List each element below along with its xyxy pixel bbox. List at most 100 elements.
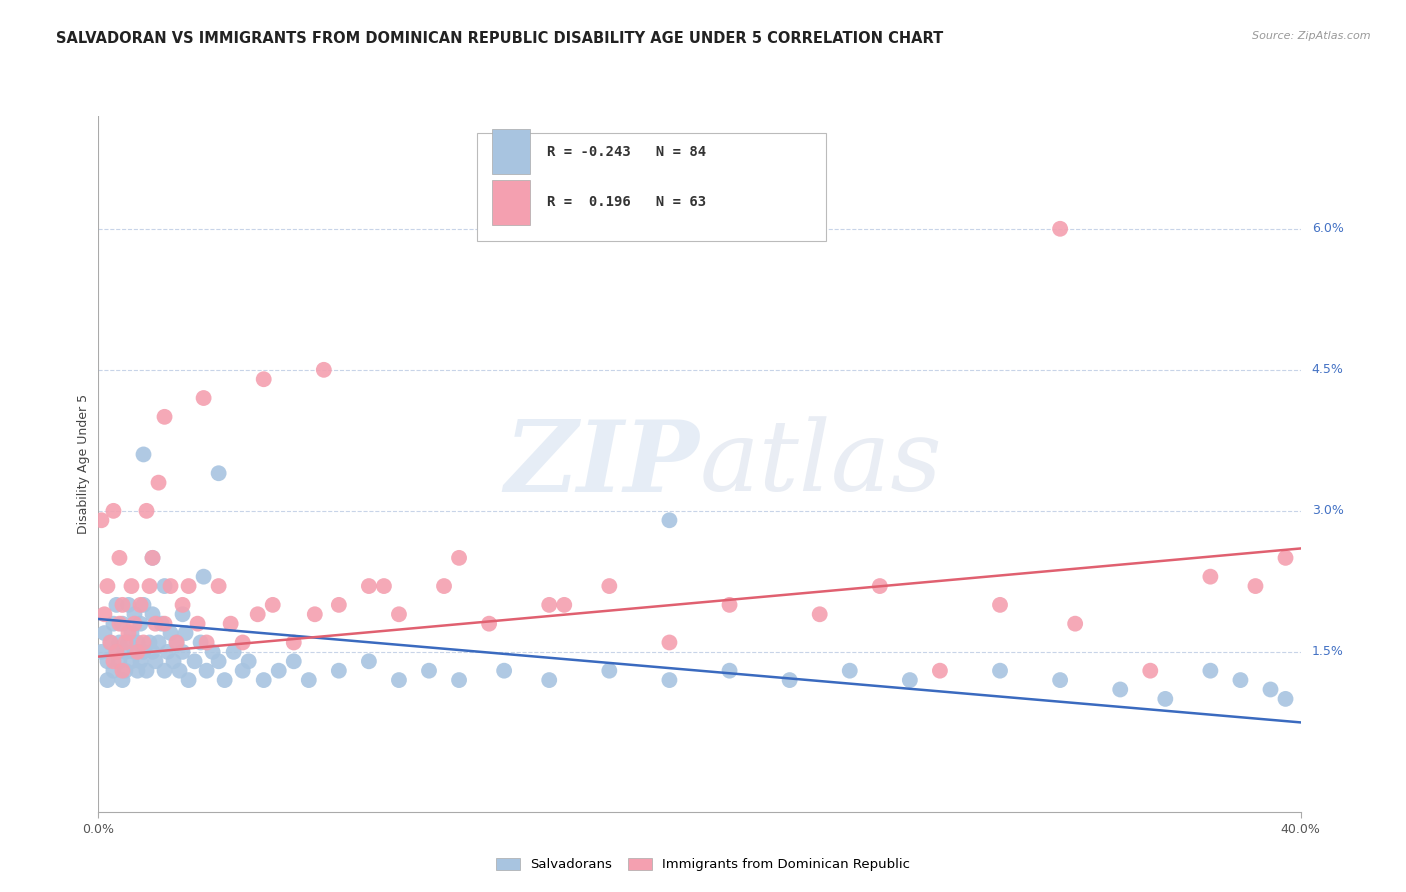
Point xyxy=(208,467,231,481)
Text: Source: ZipAtlas.com: Source: ZipAtlas.com xyxy=(1253,31,1371,41)
Text: 3.0%: 3.0% xyxy=(1312,504,1344,517)
Point xyxy=(1064,616,1087,631)
Point xyxy=(135,664,157,678)
Point xyxy=(658,673,681,687)
Point xyxy=(304,607,326,622)
Point xyxy=(988,598,1011,612)
FancyBboxPatch shape xyxy=(492,129,530,174)
Point xyxy=(117,635,139,649)
Point xyxy=(447,550,470,565)
Point xyxy=(141,550,163,565)
Point xyxy=(90,513,112,527)
Point xyxy=(246,607,269,622)
Point xyxy=(1274,550,1296,565)
Point xyxy=(1154,692,1177,706)
Point xyxy=(129,616,152,631)
Point xyxy=(262,598,284,612)
Point xyxy=(159,626,181,640)
Point xyxy=(838,664,860,678)
Point xyxy=(172,645,194,659)
Point xyxy=(172,598,194,612)
Point xyxy=(129,598,152,612)
Point xyxy=(553,598,575,612)
Point xyxy=(238,654,260,668)
Point xyxy=(718,664,741,678)
Point xyxy=(658,513,681,527)
Point xyxy=(153,664,176,678)
Point xyxy=(388,607,411,622)
Point xyxy=(100,635,122,649)
Point xyxy=(267,664,290,678)
Point xyxy=(869,579,891,593)
Point xyxy=(111,664,134,678)
Text: 6.0%: 6.0% xyxy=(1312,222,1344,235)
Point xyxy=(138,579,160,593)
Point xyxy=(658,635,681,649)
Point xyxy=(214,673,236,687)
Point xyxy=(93,607,115,622)
Point xyxy=(447,673,470,687)
Point xyxy=(127,664,149,678)
Point xyxy=(538,598,561,612)
Point xyxy=(96,654,118,668)
Point xyxy=(478,616,501,631)
Point xyxy=(328,598,350,612)
Point xyxy=(156,645,179,659)
Point xyxy=(121,626,143,640)
Point xyxy=(312,363,335,377)
Point xyxy=(105,598,128,612)
Text: R =  0.196   N = 63: R = 0.196 N = 63 xyxy=(547,195,706,210)
Point xyxy=(193,569,215,583)
Point xyxy=(103,504,125,518)
Point xyxy=(153,616,176,631)
Point xyxy=(153,579,176,593)
Point xyxy=(388,673,411,687)
Y-axis label: Disability Age Under 5: Disability Age Under 5 xyxy=(77,393,90,534)
Point xyxy=(103,654,125,668)
Point xyxy=(1260,682,1282,697)
Point xyxy=(232,635,254,649)
Point xyxy=(174,626,197,640)
Point xyxy=(183,654,205,668)
Point xyxy=(283,654,305,668)
Point xyxy=(283,635,305,649)
Point xyxy=(114,635,136,649)
Point xyxy=(153,409,176,424)
Text: R = -0.243   N = 84: R = -0.243 N = 84 xyxy=(547,145,706,159)
Point xyxy=(357,579,380,593)
Point xyxy=(132,598,155,612)
Point xyxy=(93,626,115,640)
Point xyxy=(779,673,801,687)
Point xyxy=(103,616,125,631)
Point xyxy=(127,645,149,659)
Point xyxy=(90,645,112,659)
Point xyxy=(135,504,157,518)
Point xyxy=(159,579,181,593)
Point xyxy=(117,598,139,612)
Point xyxy=(108,616,131,631)
Point xyxy=(145,616,167,631)
FancyBboxPatch shape xyxy=(492,180,530,225)
Point xyxy=(124,607,146,622)
Point xyxy=(138,635,160,649)
Point xyxy=(124,645,146,659)
Point xyxy=(132,635,155,649)
Point xyxy=(121,579,143,593)
Point xyxy=(108,635,131,649)
Legend: Salvadorans, Immigrants from Dominican Republic: Salvadorans, Immigrants from Dominican R… xyxy=(491,853,915,877)
Point xyxy=(195,664,218,678)
Text: atlas: atlas xyxy=(699,417,942,511)
Text: ZIP: ZIP xyxy=(505,416,699,512)
Point xyxy=(1229,673,1251,687)
Point xyxy=(193,391,215,405)
Point xyxy=(148,635,170,649)
Point xyxy=(166,635,188,649)
Point xyxy=(114,664,136,678)
Point xyxy=(177,673,200,687)
Point xyxy=(808,607,831,622)
Point xyxy=(357,654,380,668)
Point xyxy=(1049,673,1071,687)
Point xyxy=(718,598,741,612)
Point xyxy=(166,635,188,649)
Point xyxy=(195,635,218,649)
